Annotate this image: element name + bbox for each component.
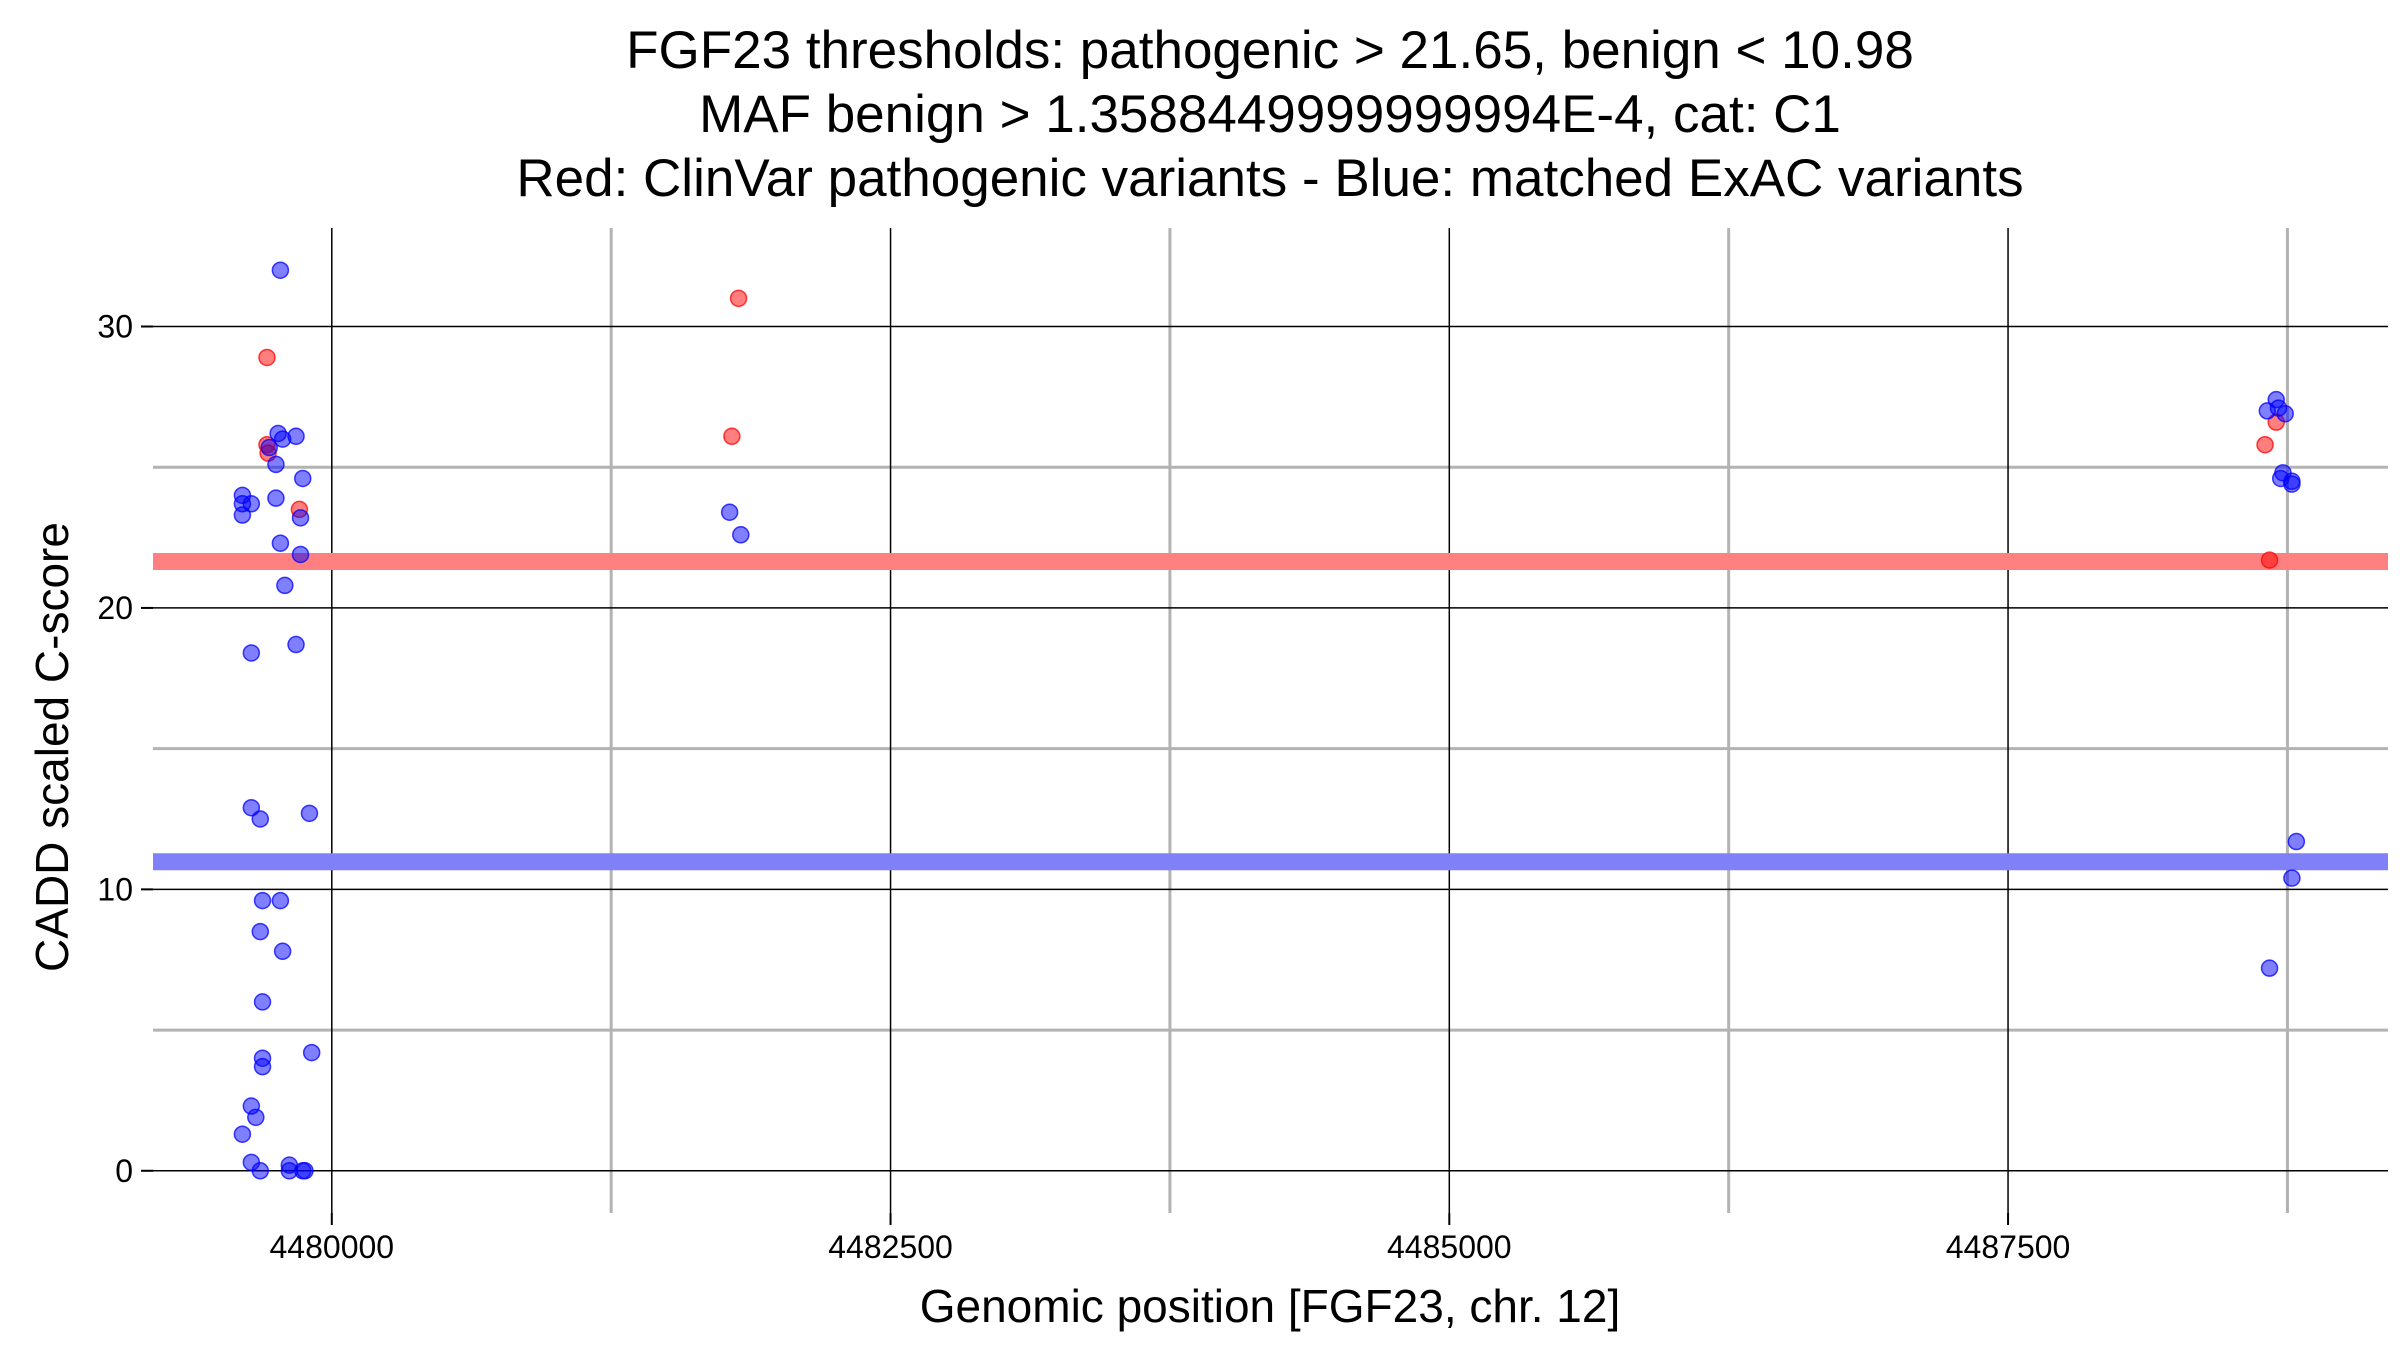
clinvar-pathogenic-variants-point xyxy=(723,427,741,446)
minor-grid xyxy=(153,228,2388,1213)
matched-exac-variants-point xyxy=(267,489,285,507)
x-tick-label: 4487500 xyxy=(1946,1229,2071,1265)
clinvar-pathogenic-variants-point xyxy=(258,348,276,367)
matched-exac-variants-point xyxy=(251,1162,270,1180)
matched-exac-variants-point xyxy=(2283,869,2301,887)
y-axis-ticks: 0 10 20 30 xyxy=(97,309,153,1189)
matched-exac-variants-point xyxy=(2287,832,2306,851)
major-grid xyxy=(153,228,2388,1213)
matched-exac-variants-point xyxy=(2276,404,2294,423)
matched-exac-variants-point xyxy=(302,1043,321,1062)
matched-exac-variants-point xyxy=(251,810,270,828)
matched-exac-variants-point xyxy=(291,545,310,564)
matched-exac-variants-point xyxy=(276,576,294,595)
matched-exac-variants-point xyxy=(233,1125,252,1143)
y-axis-label: CADD scaled C-score xyxy=(26,522,78,972)
matched-exac-variants-point xyxy=(287,635,305,654)
matched-exac-variants-point xyxy=(242,798,261,817)
clinvar-pathogenic-variants-point xyxy=(2260,551,2279,569)
chart-title: FGF23 thresholds: pathogenic > 21.65, be… xyxy=(516,21,2023,208)
matched-exac-variants-point xyxy=(253,993,272,1011)
matched-exac-variants-point xyxy=(253,1057,272,1076)
y-tick-label: 0 xyxy=(115,1153,133,1189)
matched-exac-variants-point xyxy=(267,455,285,474)
x-tick-label: 4482500 xyxy=(828,1229,953,1265)
matched-exac-variants-point xyxy=(2283,475,2301,493)
x-tick-label: 4485000 xyxy=(1387,1229,1512,1265)
y-tick-label: 20 xyxy=(97,590,133,626)
title-line-2: MAF benign > 1.3588449999999994E-4, cat:… xyxy=(699,85,1841,144)
matched-exac-variants-point xyxy=(273,942,292,961)
matched-exac-variants-point xyxy=(291,509,310,527)
matched-exac-variants-point xyxy=(287,427,305,446)
title-line-1: FGF23 thresholds: pathogenic > 21.65, be… xyxy=(626,21,1914,80)
x-axis-ticks: 4480000 4482500 4485000 4487500 xyxy=(270,1213,2071,1265)
x-axis-label: Genomic position [FGF23, chr. 12] xyxy=(920,1280,1621,1332)
matched-exac-variants-point xyxy=(253,891,272,910)
matched-exac-variants-point xyxy=(242,495,261,513)
matched-exac-variants-point xyxy=(271,534,290,552)
matched-exac-variants-point xyxy=(293,469,312,488)
clinvar-pathogenic-variants-point xyxy=(2256,435,2274,454)
matched-exac-variants-point xyxy=(296,1162,314,1180)
matched-exac-variants-point xyxy=(271,261,290,279)
matched-exac-variants-point xyxy=(247,1108,265,1127)
matched-exac-variants-point xyxy=(260,438,278,457)
matched-exac-variants-point xyxy=(2260,959,2279,977)
threshold-lines xyxy=(153,552,2388,871)
y-tick-label: 30 xyxy=(97,309,133,345)
title-line-3: Red: ClinVar pathogenic variants - Blue:… xyxy=(516,149,2023,208)
matched-exac-variants-point xyxy=(242,644,261,662)
matched-exac-variants-point xyxy=(300,804,319,823)
matched-exac-variants-point xyxy=(720,503,739,521)
matched-exac-variants-point xyxy=(251,922,270,941)
data-points xyxy=(233,261,2306,1180)
matched-exac-variants-point xyxy=(732,526,750,544)
y-tick-label: 10 xyxy=(97,871,133,907)
matched-exac-variants-point xyxy=(271,891,290,910)
clinvar-pathogenic-variants-point xyxy=(729,289,748,308)
matched-exac-variants-point xyxy=(233,506,252,524)
x-tick-label: 4480000 xyxy=(270,1229,395,1265)
